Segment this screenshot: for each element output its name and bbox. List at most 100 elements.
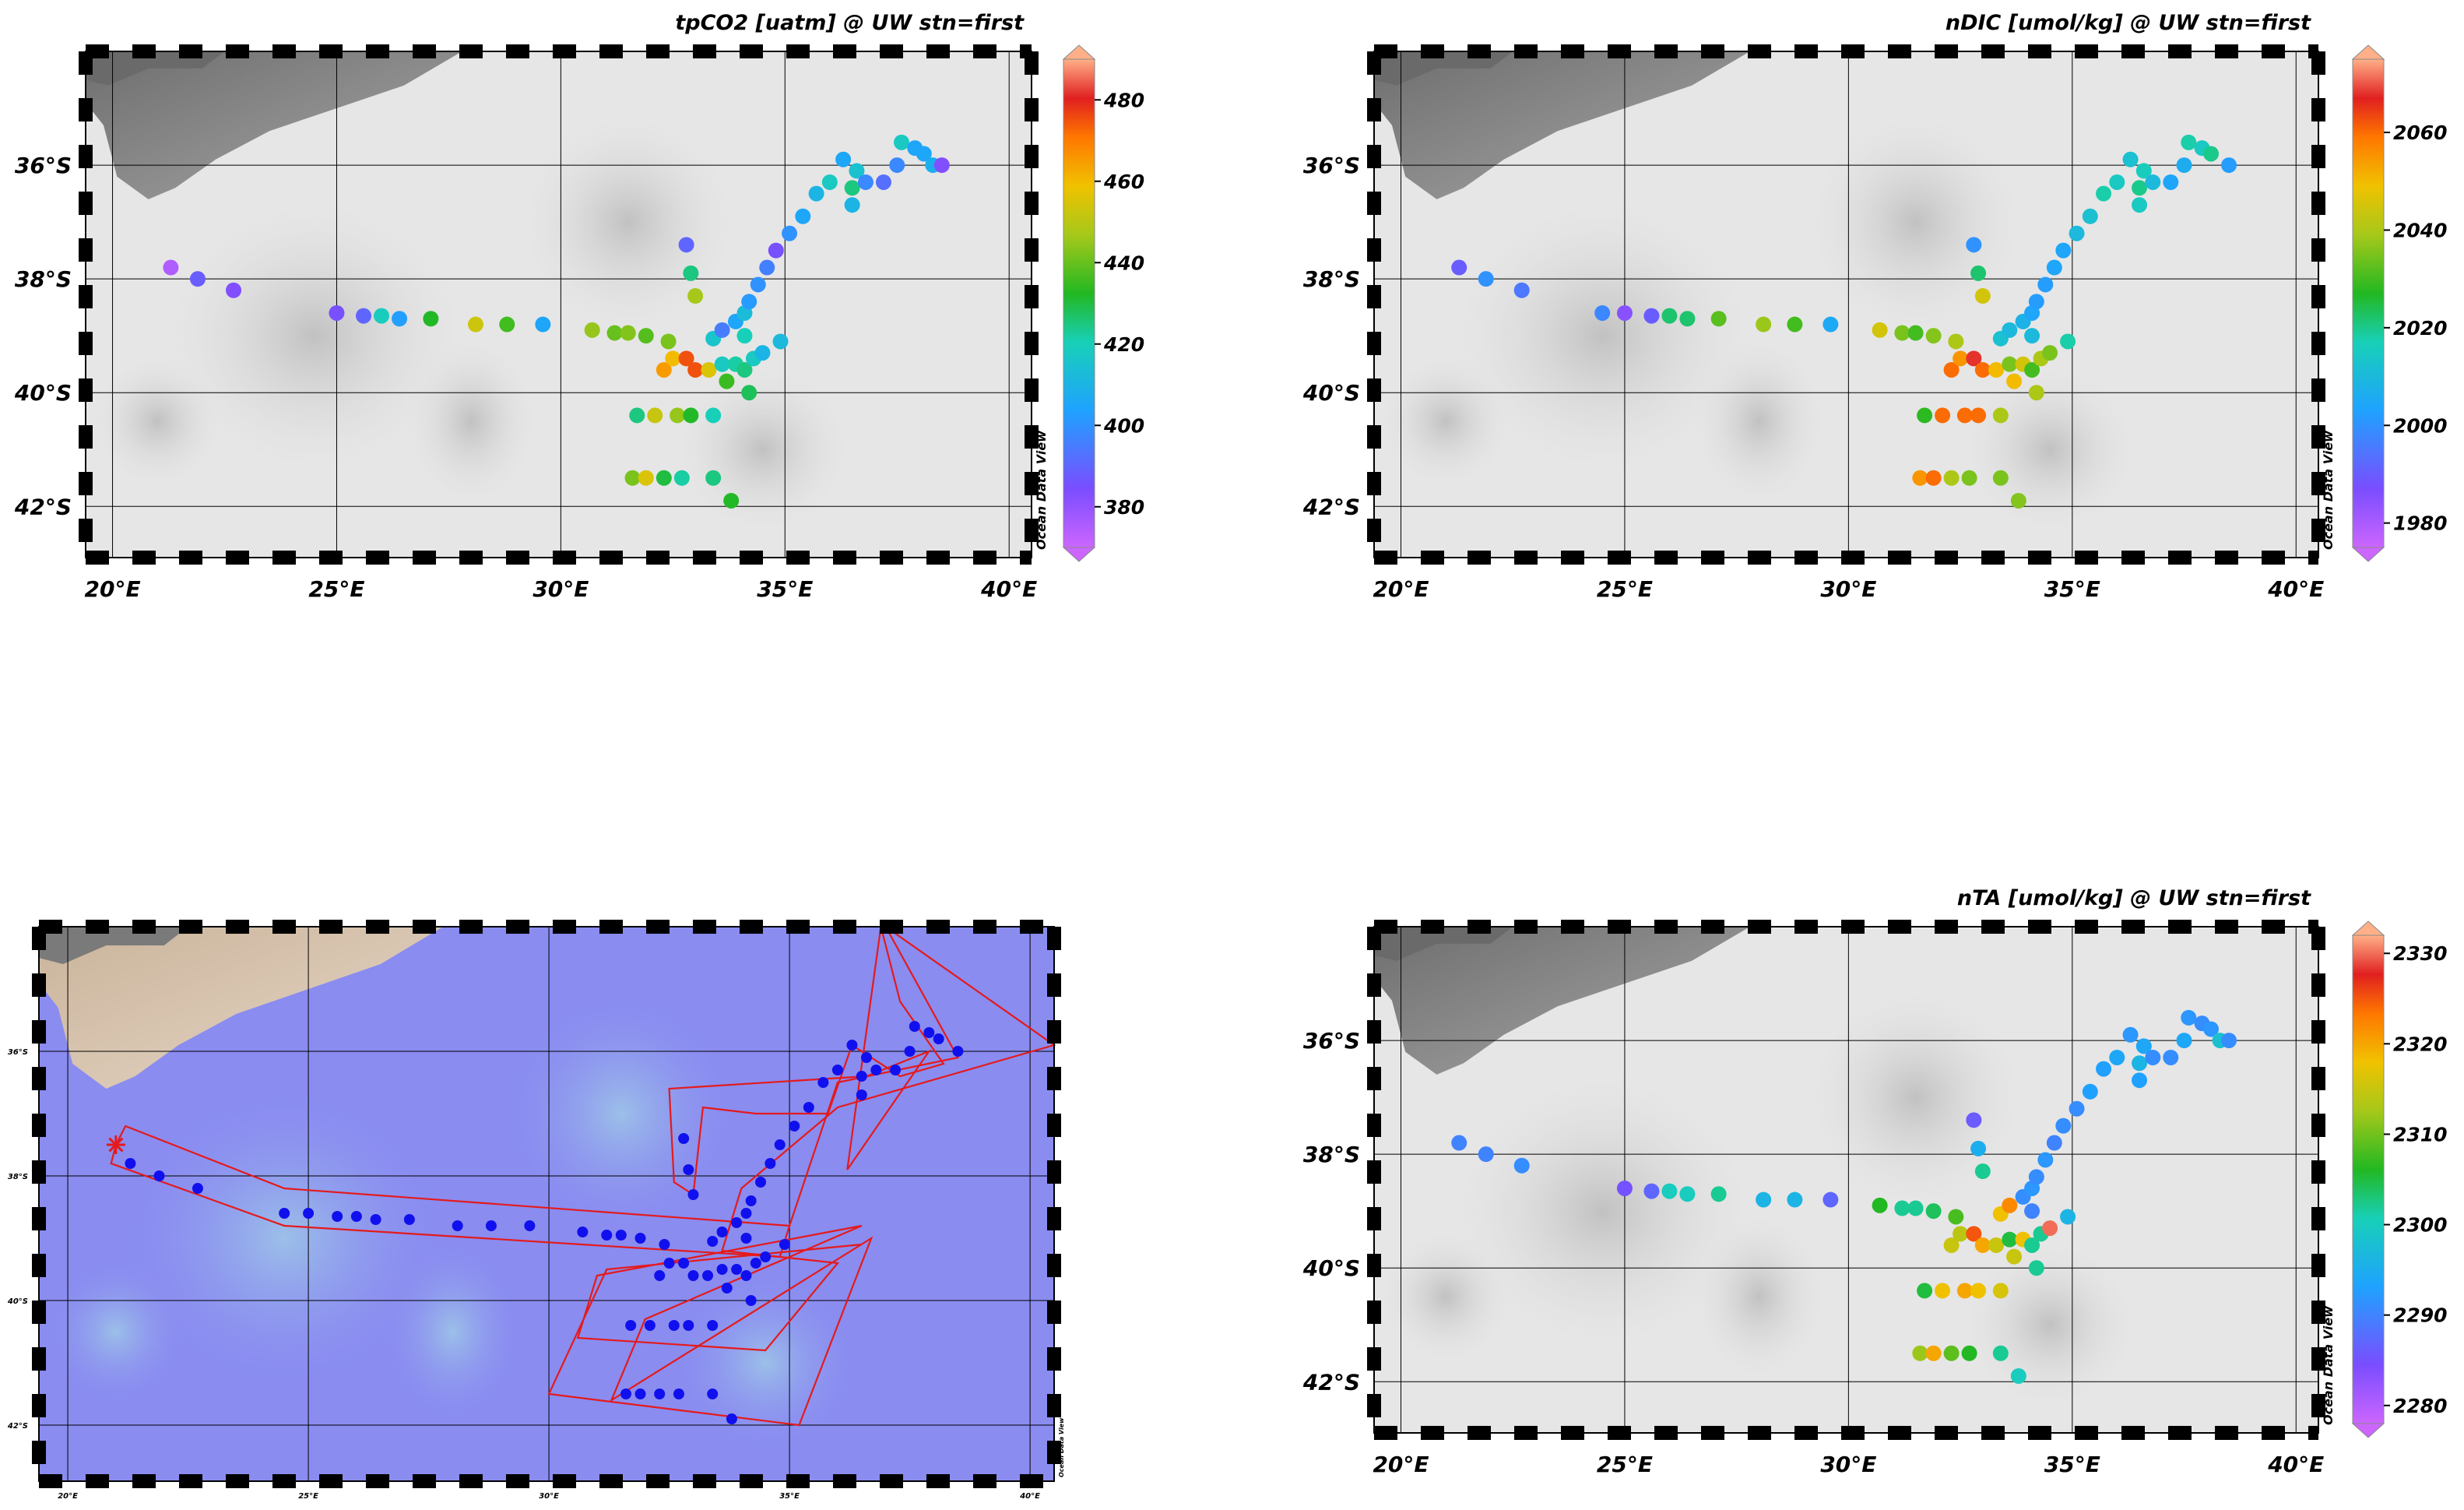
data-point bbox=[705, 407, 722, 424]
bathymetry-shade bbox=[1960, 1239, 2140, 1410]
x-tick-label: 30°E bbox=[1820, 1452, 1876, 1477]
colorbar-tick-label: 1980 bbox=[2393, 512, 2448, 535]
data-point bbox=[714, 356, 730, 372]
bathymetry-shade bbox=[44, 1257, 188, 1406]
land-mass bbox=[86, 51, 462, 199]
data-point bbox=[2037, 1152, 2054, 1168]
data-point bbox=[2002, 1197, 2018, 1213]
station-point bbox=[726, 1413, 737, 1424]
y-tick-label: 42°S bbox=[1302, 494, 1360, 519]
station-point bbox=[659, 1239, 670, 1250]
y-tick-label: 38°S bbox=[1303, 1142, 1360, 1167]
data-point bbox=[1478, 1146, 1494, 1163]
data-point bbox=[1872, 322, 1888, 338]
data-point bbox=[714, 322, 730, 338]
data-point bbox=[1935, 407, 1951, 424]
data-point bbox=[1756, 316, 1772, 333]
data-point bbox=[741, 294, 757, 310]
data-point bbox=[665, 350, 681, 367]
x-tick-label: 30°E bbox=[539, 1492, 559, 1501]
station-point bbox=[601, 1230, 613, 1241]
data-point bbox=[1917, 1283, 1933, 1299]
data-point bbox=[894, 134, 910, 150]
data-point bbox=[1970, 1283, 1987, 1299]
data-point bbox=[1679, 1186, 1696, 1202]
data-point bbox=[2145, 1049, 2161, 1065]
data-point bbox=[1616, 304, 1633, 321]
colorbar-tick-label: 420 bbox=[1103, 333, 1144, 356]
station-point bbox=[846, 1040, 858, 1051]
data-point bbox=[629, 407, 645, 424]
station-point bbox=[654, 1270, 666, 1281]
y-tick-label: 36°S bbox=[1303, 1028, 1360, 1054]
data-point bbox=[392, 311, 408, 327]
data-point bbox=[1451, 1135, 1468, 1151]
x-tick-label: 35°E bbox=[2044, 576, 2100, 602]
station-point bbox=[707, 1236, 719, 1247]
data-point bbox=[2010, 492, 2026, 509]
data-point bbox=[1643, 1183, 1660, 1199]
data-point bbox=[1992, 470, 2009, 486]
data-point bbox=[683, 265, 699, 281]
data-point bbox=[2006, 373, 2023, 389]
station-point bbox=[702, 1270, 714, 1281]
data-point bbox=[656, 470, 672, 486]
colorbar-cap-bottom bbox=[1062, 547, 1096, 562]
y-tick-label: 40°S bbox=[1302, 380, 1360, 406]
data-point bbox=[719, 373, 735, 389]
data-point bbox=[1478, 271, 1494, 287]
data-point bbox=[1710, 1186, 1727, 1202]
colorbar-tick-label: 480 bbox=[1103, 89, 1144, 111]
data-point bbox=[1907, 325, 1924, 341]
data-point bbox=[2069, 1100, 2085, 1117]
station-point bbox=[904, 1046, 916, 1057]
data-point bbox=[2037, 276, 2054, 293]
data-point bbox=[1966, 350, 1982, 367]
data-point bbox=[535, 316, 551, 333]
station-point bbox=[678, 1133, 690, 1144]
data-point bbox=[226, 282, 242, 298]
start-marker-icon bbox=[106, 1135, 125, 1154]
data-point bbox=[2181, 134, 2197, 150]
station-point bbox=[779, 1239, 790, 1250]
data-point bbox=[2096, 1061, 2112, 1077]
bathymetry-shade bbox=[403, 336, 539, 507]
data-point bbox=[673, 470, 690, 486]
y-tick-label: 36°S bbox=[15, 153, 72, 178]
station-point bbox=[817, 1077, 829, 1088]
chart-panel-top-left: 20°E 25°E 30°E 35°E 40°E 36°S 38°S 40°S 42°S tpCO… bbox=[14, 11, 1144, 602]
data-point bbox=[2082, 208, 2098, 224]
colorbar-tick-label: 460 bbox=[1103, 171, 1144, 193]
station-point bbox=[620, 1389, 631, 1399]
colorbar bbox=[2352, 58, 2385, 548]
x-tick-label: 40°E bbox=[980, 576, 1037, 602]
data-point bbox=[1451, 259, 1468, 276]
data-point bbox=[638, 328, 654, 344]
station-point bbox=[803, 1102, 814, 1113]
station-point bbox=[125, 1158, 136, 1169]
data-point bbox=[2010, 1367, 2026, 1384]
y-tick-label: 42°S bbox=[1302, 1369, 1360, 1395]
data-point bbox=[1956, 1283, 1973, 1299]
data-point bbox=[329, 304, 345, 321]
data-point bbox=[2122, 151, 2139, 167]
data-point bbox=[1992, 1283, 2009, 1299]
data-point bbox=[2176, 1033, 2192, 1049]
data-point bbox=[2135, 1038, 2152, 1054]
station-point bbox=[933, 1033, 944, 1044]
station-point bbox=[716, 1227, 728, 1237]
data-point bbox=[1966, 237, 1982, 253]
y-tick-label: 38°S bbox=[15, 266, 72, 292]
data-point bbox=[2002, 1231, 2018, 1248]
data-point bbox=[624, 470, 641, 486]
cruise-track-loop bbox=[547, 926, 1056, 1427]
data-point bbox=[2006, 1248, 2023, 1265]
data-point bbox=[875, 174, 891, 190]
x-tick-label: 25°E bbox=[1597, 1452, 1653, 1477]
data-point bbox=[2069, 225, 2085, 241]
data-point bbox=[1872, 1197, 1888, 1213]
chart-title: tpCO2 [uatm] @ UW stn=first bbox=[675, 11, 1025, 35]
station-point bbox=[740, 1270, 752, 1281]
bathymetry-shade bbox=[515, 108, 740, 336]
station-point bbox=[654, 1389, 666, 1399]
